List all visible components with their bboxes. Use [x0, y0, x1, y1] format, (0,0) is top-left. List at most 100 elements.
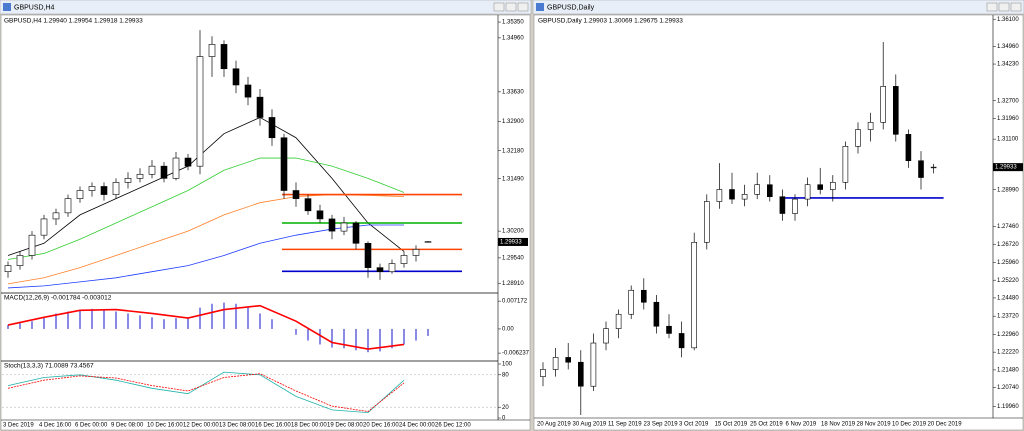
candle-body [244, 84, 252, 98]
time-label: 18 Dec 00:00 [291, 423, 327, 429]
minimize-button[interactable] [493, 2, 505, 12]
time-label: 24 Dec 00:00 [399, 423, 435, 429]
moving-average [7, 117, 405, 256]
macd-header: MACD(12,26,9) -0.001784 -0.003012 [4, 295, 112, 302]
chart-header: GBPUSD,Daily 1.29903 1.30069 1.29675 1.2… [538, 18, 683, 25]
candle-body [678, 333, 685, 349]
candle-body [328, 218, 336, 232]
candle-body [855, 129, 861, 147]
time-label: 10 Dec 16:00 [147, 423, 183, 429]
candle-body [316, 210, 324, 220]
stoch-main [7, 371, 405, 414]
current-price: 1.29933 [995, 165, 1017, 171]
candle-body [76, 190, 84, 199]
time-label: 23 Sep 2019 [644, 422, 679, 428]
candle-body [352, 222, 360, 244]
price-label: 1.24480 [997, 296, 1019, 302]
price-label: 20 [502, 405, 509, 411]
time-label: 28 Nov 2019 [857, 422, 892, 428]
price-label: 1.28990 [997, 187, 1019, 193]
time-label: 11 Sep 2019 [608, 422, 642, 428]
time-label: 12 Dec 00:00 [183, 423, 219, 429]
stoch-header: Stoch(13,3,3) 71.0089 73.4567 [4, 363, 94, 370]
candle-body [148, 165, 156, 175]
candle-body [160, 165, 168, 179]
chart-header: GBPUSD,H4 1.29940 1.29954 1.29918 1.2993… [4, 18, 143, 25]
current-price-box [498, 237, 528, 246]
price-label: 1.33630 [502, 89, 524, 95]
candle-body [88, 186, 96, 191]
candle-body [388, 263, 396, 273]
candle-body [741, 194, 748, 200]
candle-body [208, 44, 216, 57]
candle-body [376, 267, 384, 273]
candle-body [220, 44, 228, 70]
time-label: 20 Aug 2019 [537, 422, 571, 428]
candle-body [184, 157, 192, 167]
candle-body [412, 249, 420, 256]
price-label: 1.35350 [502, 20, 524, 26]
price-label: 1.31490 [502, 176, 524, 182]
price-label: 1.34960 [502, 35, 524, 41]
candle-body [703, 201, 710, 243]
maximize-button[interactable] [998, 2, 1010, 12]
chart-area [533, 14, 1024, 431]
candle-body [640, 289, 647, 303]
price-label: 0 [502, 416, 506, 422]
candle-body [691, 241, 698, 349]
candle-body [842, 146, 849, 183]
candle-body [577, 361, 584, 387]
candle-body [930, 166, 937, 169]
price-label: 1.34960 [997, 44, 1019, 50]
candle-body [779, 196, 786, 214]
price-label: 1.34230 [997, 62, 1019, 68]
candle-body [565, 357, 572, 363]
window-title: GBPUSD,H4 [14, 4, 55, 11]
price-label: 1.20740 [997, 385, 1019, 391]
time-label: 3 Dec 2019 [3, 423, 34, 429]
candle-body [552, 357, 559, 370]
candle-body [400, 255, 408, 264]
minimize-button[interactable] [986, 2, 998, 12]
window-icon [3, 3, 11, 11]
candle-body [112, 182, 120, 195]
time-label: 9 Dec 08:00 [111, 423, 144, 429]
candle-body [280, 137, 288, 191]
price-label: -0.006237 [502, 351, 530, 357]
time-label: 10 Dec 2019 [892, 422, 927, 428]
maximize-button[interactable] [505, 2, 517, 12]
price-label: 1.31100 [997, 137, 1019, 143]
price-label: 1.27460 [997, 224, 1019, 230]
price-label: 1.32900 [502, 119, 524, 125]
price-label: 0.007172 [502, 299, 528, 305]
candle-body [256, 96, 264, 118]
price-label: 1.25960 [997, 260, 1019, 266]
candle-body [16, 255, 24, 266]
window-icon [536, 3, 544, 11]
candle-body [100, 186, 108, 195]
candle-body [364, 242, 372, 268]
close-button[interactable] [1010, 2, 1022, 12]
price-label: 1.25220 [997, 278, 1019, 284]
time-label: 20 Dec 2019 [928, 422, 963, 428]
candle-body [653, 301, 660, 327]
window-title: GBPUSD,Daily [547, 4, 595, 11]
time-label: 3 Oct 2019 [679, 422, 709, 428]
candle-body [603, 328, 609, 344]
candle-body [172, 157, 180, 179]
price-label: 1.21480 [997, 367, 1019, 373]
close-button[interactable] [517, 2, 529, 12]
time-label: 13 Dec 08:00 [219, 423, 255, 429]
candle-body [817, 184, 824, 190]
current-price-box [993, 163, 1023, 172]
time-label: 6 Dec 00:00 [75, 423, 108, 429]
macd-signal [7, 304, 405, 350]
candle-body [804, 184, 811, 200]
candle-body [40, 218, 48, 236]
price-label: 1.22220 [997, 350, 1019, 356]
candle-body [892, 86, 899, 135]
candle-body [124, 178, 132, 183]
price-label: 1.26720 [997, 242, 1019, 248]
price-label: 1.32700 [997, 98, 1019, 104]
